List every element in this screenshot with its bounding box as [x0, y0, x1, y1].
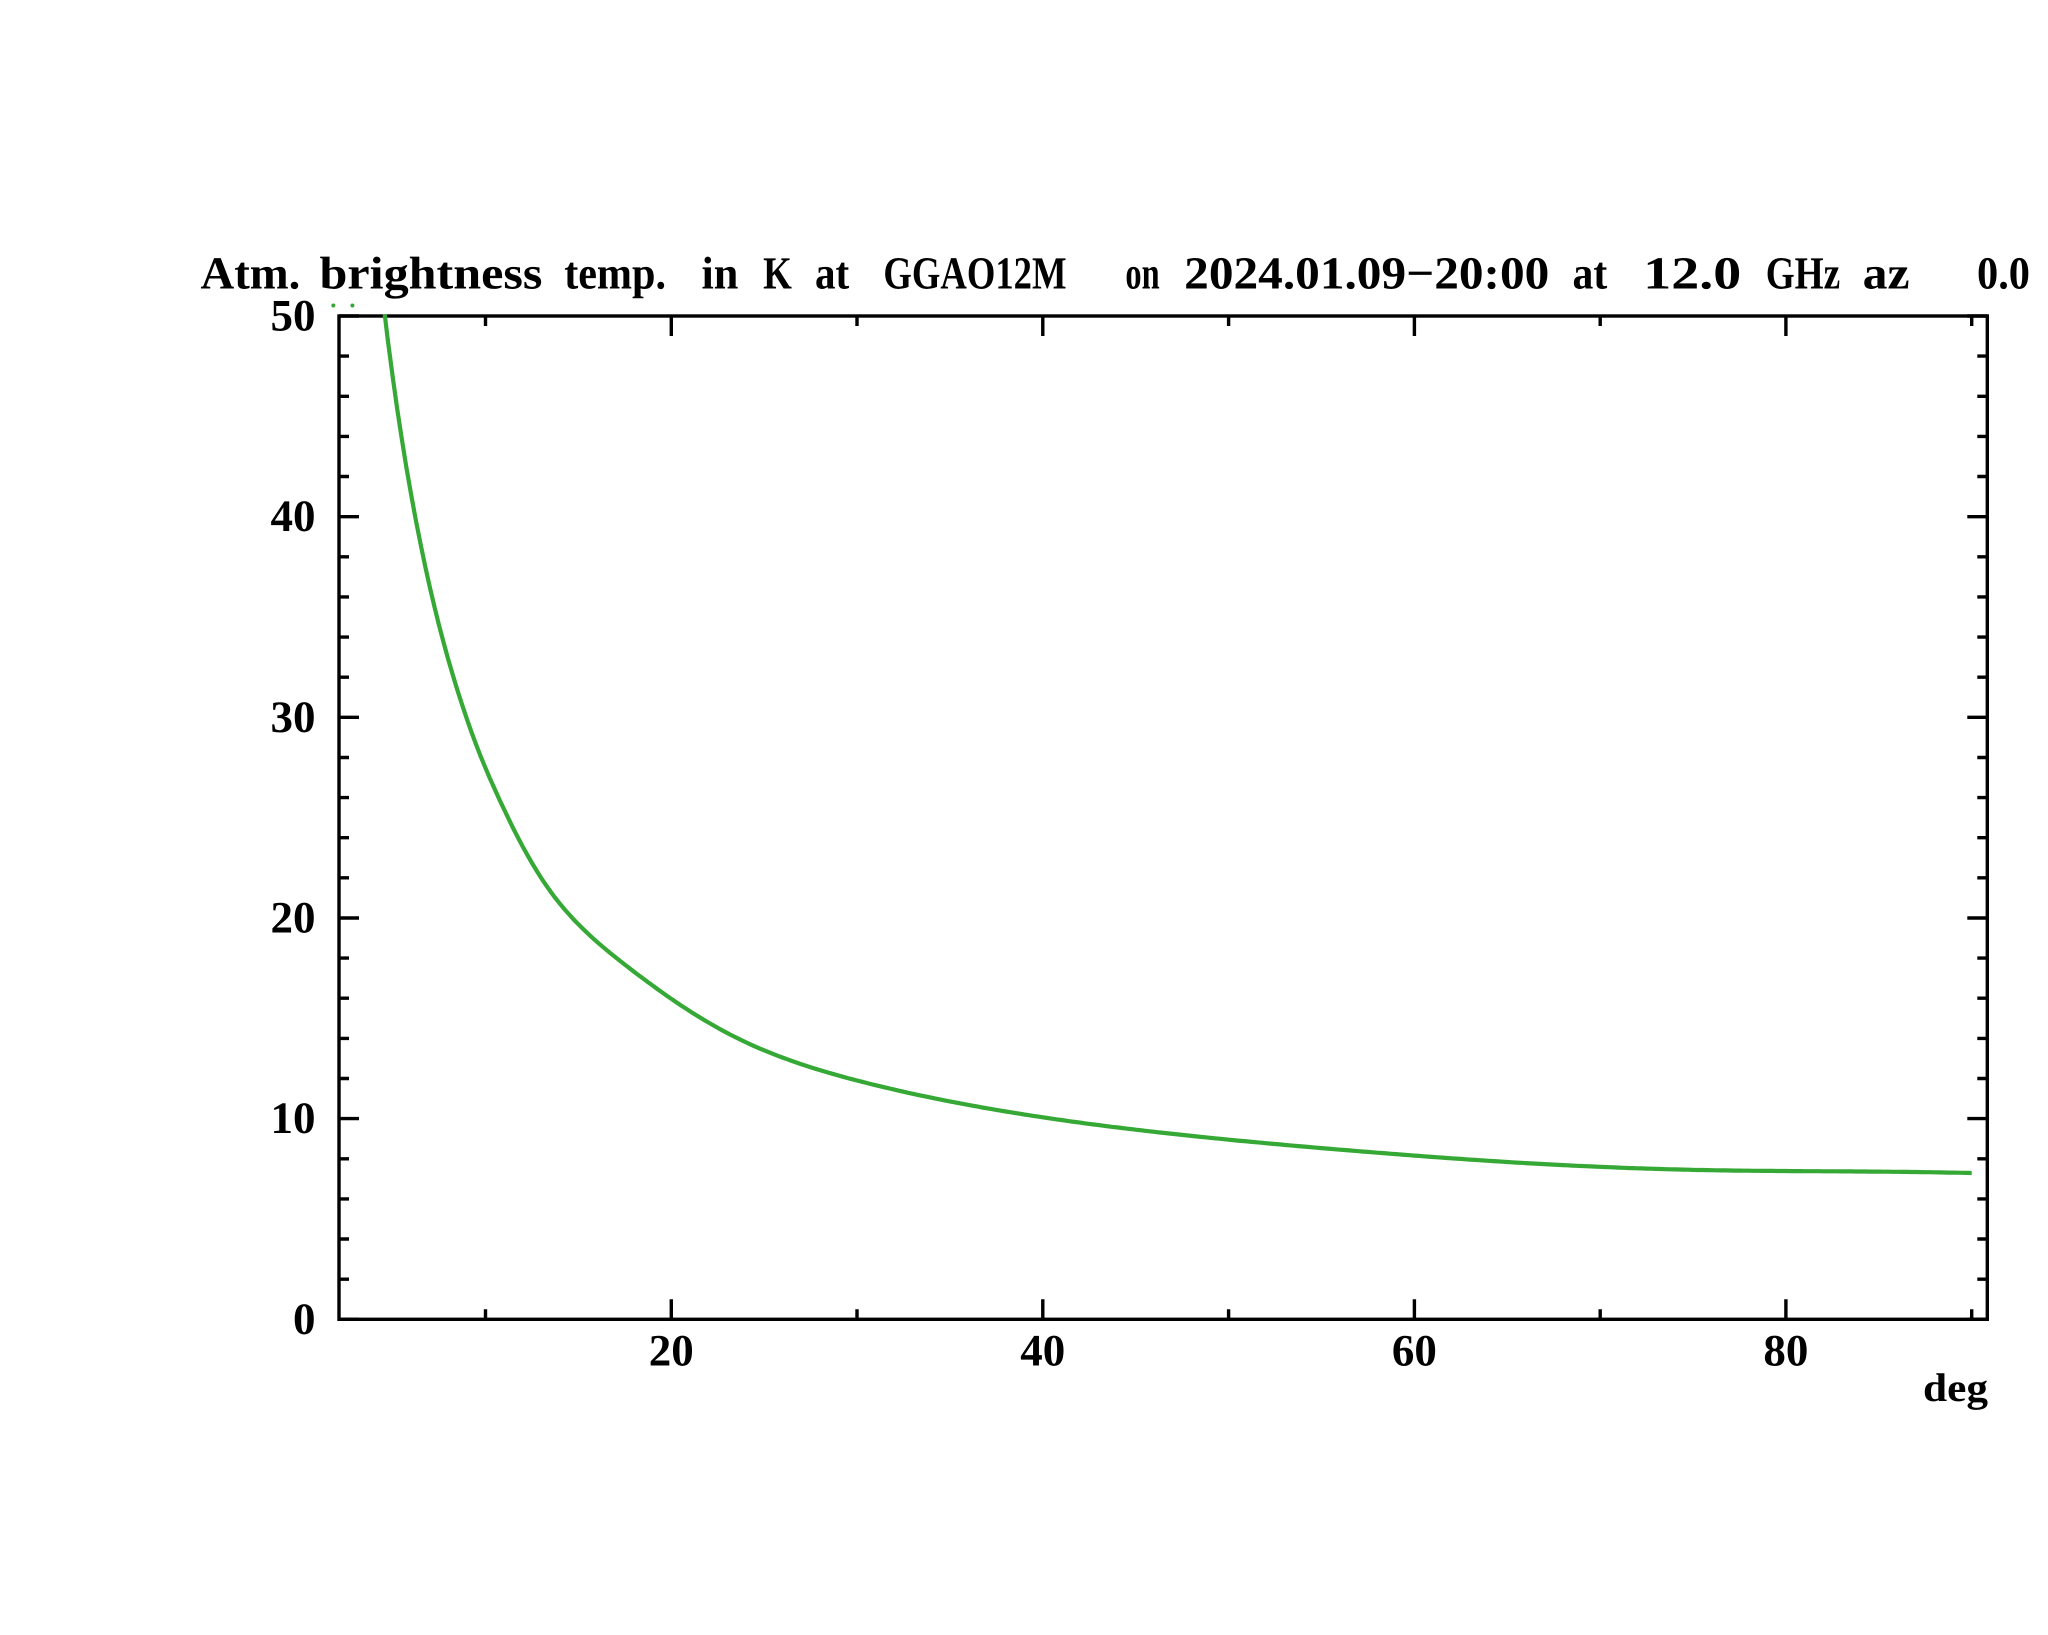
svg-text:at: at	[1573, 248, 1608, 299]
svg-text:on: on	[1125, 248, 1159, 299]
svg-text:0.0: 0.0	[1977, 248, 2030, 299]
svg-text:30: 30	[271, 692, 316, 742]
svg-text:20: 20	[271, 893, 316, 943]
svg-text:K: K	[763, 248, 792, 299]
svg-text:50: 50	[271, 291, 316, 341]
svg-text:40: 40	[271, 491, 316, 541]
svg-text:20: 20	[649, 1325, 694, 1375]
svg-text:in: in	[702, 248, 739, 299]
svg-text:brightness: brightness	[320, 248, 543, 300]
svg-text:40: 40	[1020, 1325, 1065, 1375]
svg-text:Atm.: Atm.	[201, 248, 301, 299]
svg-text:60: 60	[1392, 1325, 1437, 1375]
svg-text:10: 10	[271, 1093, 316, 1143]
svg-text:80: 80	[1763, 1325, 1808, 1375]
svg-text:GHz: GHz	[1766, 248, 1841, 299]
svg-text:at: at	[815, 248, 850, 299]
svg-text:temp.: temp.	[564, 248, 666, 299]
svg-text:az: az	[1863, 248, 1910, 299]
svg-text:12.0: 12.0	[1643, 248, 1741, 299]
svg-text:GGAO12M: GGAO12M	[883, 248, 1066, 299]
svg-text:deg: deg	[1923, 1365, 1988, 1410]
svg-text:0: 0	[293, 1294, 316, 1344]
svg-text:2024.01.09−20:00: 2024.01.09−20:00	[1184, 248, 1549, 299]
